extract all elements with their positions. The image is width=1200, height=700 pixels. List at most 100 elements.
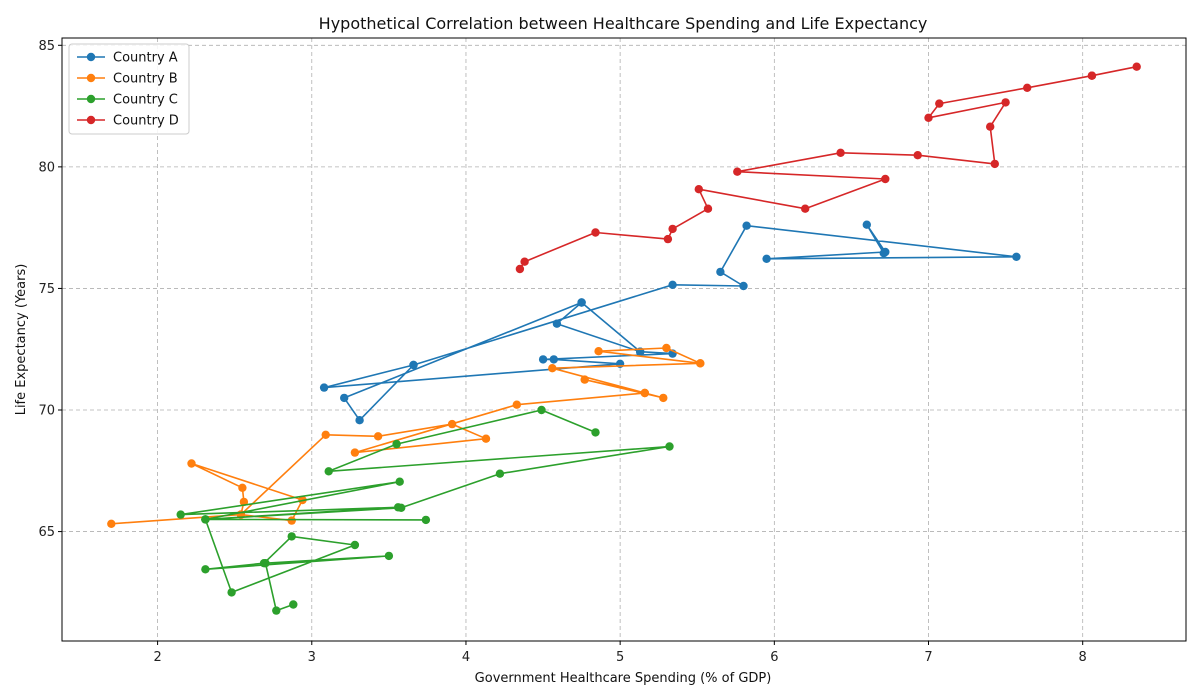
data-point-country-b (481, 434, 491, 443)
data-point-country-b (662, 343, 671, 353)
series-country-d (515, 62, 1141, 274)
data-point-country-d (1087, 71, 1097, 80)
data-point-country-d (668, 224, 677, 234)
data-point-country-b (321, 430, 330, 439)
legend-item-country-b: Country B (77, 72, 178, 87)
chart-title: Hypothetical Correlation between Healthc… (319, 14, 928, 33)
data-point-country-d (520, 257, 529, 266)
legend-item-country-a: Country A (77, 51, 178, 66)
data-point-country-c (421, 515, 431, 525)
data-point-country-a (879, 249, 888, 258)
data-point-country-a (552, 319, 562, 328)
data-point-country-a (668, 280, 677, 289)
legend-box (68, 43, 190, 135)
data-point-country-a (549, 355, 558, 364)
data-point-country-c (591, 428, 600, 437)
data-point-country-a (355, 416, 364, 425)
data-point-country-b (373, 432, 383, 441)
data-point-country-d (1022, 83, 1032, 93)
series-country-c (176, 405, 674, 615)
data-point-country-d (924, 113, 933, 123)
legend-marker-country-b (86, 73, 96, 83)
data-point-country-d (515, 264, 525, 274)
series-country-b (107, 343, 705, 528)
data-point-country-a (577, 298, 586, 307)
data-point-country-a (1012, 252, 1021, 261)
y-tick-label: 65 (38, 525, 55, 540)
data-point-country-c (259, 559, 269, 568)
data-point-country-b (287, 516, 296, 525)
data-point-country-c (272, 606, 281, 615)
data-point-country-b (640, 388, 649, 398)
data-point-country-b (447, 419, 457, 429)
data-point-country-d (1132, 62, 1141, 71)
data-point-country-c (397, 503, 406, 512)
series-country-a (319, 220, 1021, 425)
data-point-country-c (384, 551, 394, 561)
data-point-country-c (665, 442, 674, 451)
legend-item-country-d: Country D (77, 114, 179, 129)
legend: Country A Country B Country C Country D (68, 43, 190, 135)
data-point-country-d (913, 151, 922, 160)
data-point-country-b (238, 483, 247, 492)
legend-label: Country B (113, 72, 178, 87)
data-point-country-c (287, 532, 296, 541)
y-tick-label: 70 (38, 404, 55, 419)
x-tick-label: 7 (924, 650, 932, 665)
y-tick-label: 85 (38, 39, 55, 54)
data-point-country-c (537, 405, 546, 415)
legend-label: Country A (113, 51, 178, 66)
x-tick-label: 2 (153, 650, 161, 665)
data-point-country-c (201, 565, 210, 574)
data-point-country-b (580, 375, 589, 384)
data-point-country-a (538, 355, 548, 364)
data-point-country-d (591, 228, 600, 237)
y-tick-label: 75 (38, 282, 55, 297)
data-point-country-b (594, 347, 603, 356)
y-tick-label: 80 (38, 160, 55, 175)
data-point-country-b (696, 359, 705, 368)
data-point-country-d (663, 234, 673, 244)
x-tick-label: 4 (462, 650, 470, 665)
data-point-country-c (495, 469, 505, 478)
data-point-country-a (409, 360, 418, 370)
data-point-country-c (395, 477, 404, 486)
data-point-country-d (694, 185, 703, 194)
data-point-country-d (990, 159, 999, 169)
data-point-country-d (801, 204, 810, 213)
data-point-country-b (107, 519, 116, 528)
x-axis-label: Government Healthcare Spending (% of GDP… (475, 671, 772, 686)
legend-label: Country C (113, 93, 178, 108)
data-point-country-c (201, 515, 210, 524)
data-point-country-c (324, 467, 333, 476)
data-point-country-a (319, 383, 329, 392)
data-point-country-c (350, 540, 360, 550)
data-point-country-d (1001, 98, 1010, 107)
legend-label: Country D (113, 114, 179, 129)
legend-marker-country-c (86, 94, 96, 104)
series-layer (107, 62, 1141, 615)
ticks: 2 3 4 5 6 7 8 65 70 75 80 85 (38, 39, 1086, 665)
grid (62, 38, 1186, 641)
data-point-country-a (716, 267, 725, 277)
data-point-country-b (659, 393, 668, 403)
x-tick-label: 6 (770, 650, 778, 665)
data-point-country-b (187, 459, 196, 468)
data-point-country-d (986, 122, 995, 131)
data-point-country-b (512, 400, 521, 409)
x-tick-label: 8 (1079, 650, 1087, 665)
legend-marker-country-a (86, 52, 96, 62)
data-point-country-a (762, 254, 771, 263)
plot-frame (61, 37, 1187, 642)
data-point-country-d (703, 204, 713, 213)
data-point-country-c (392, 439, 401, 449)
data-point-country-c (289, 600, 298, 609)
data-point-country-d (881, 174, 890, 184)
data-point-country-b (350, 448, 360, 457)
data-point-country-d (836, 148, 845, 157)
data-point-country-a (742, 221, 751, 230)
data-point-country-a (340, 393, 349, 403)
x-tick-label: 5 (616, 650, 624, 665)
data-point-country-c (176, 510, 185, 519)
